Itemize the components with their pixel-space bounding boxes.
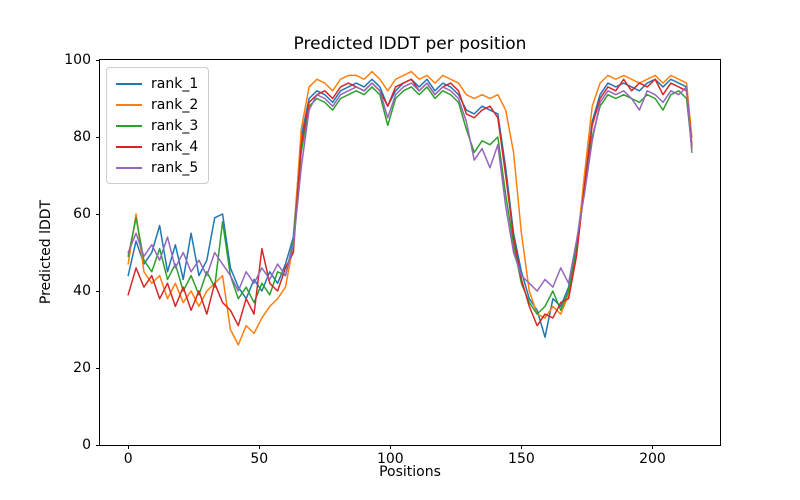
- x-axis-label: Positions: [379, 464, 441, 480]
- legend-item-rank_4: rank_4: [116, 136, 198, 157]
- x-tick-label: 100: [376, 451, 404, 467]
- legend-item-rank_2: rank_2: [116, 94, 198, 115]
- series-line-rank_2: [127, 70, 693, 346]
- legend-line-swatch: [116, 124, 142, 127]
- x-tick-label: 50: [250, 451, 269, 467]
- legend-line-swatch: [116, 166, 142, 169]
- y-tick: [96, 136, 100, 138]
- legend-label: rank_2: [151, 96, 199, 113]
- y-tick-label: 0: [82, 437, 91, 453]
- legend-line-swatch: [116, 103, 142, 106]
- legend-label: rank_1: [151, 75, 199, 92]
- x-tick-label: 200: [639, 451, 666, 467]
- x-tick: [389, 445, 391, 449]
- y-tick: [96, 367, 100, 369]
- x-tick-label: 150: [508, 451, 535, 467]
- series-line-rank_4: [127, 78, 693, 327]
- x-tick: [651, 445, 653, 449]
- line-plot: [127, 70, 693, 346]
- legend-label: rank_3: [151, 117, 199, 134]
- y-tick-label: 100: [64, 52, 91, 68]
- legend-item-rank_3: rank_3: [116, 115, 198, 136]
- legend-item-rank_5: rank_5: [116, 157, 198, 178]
- series-line-rank_3: [127, 86, 693, 315]
- x-tick-label: 0: [123, 451, 133, 467]
- legend-label: rank_4: [151, 138, 199, 155]
- plot-area: 0 50 100 150 200 0 20 40 60 80 100 rank_1 rank_2 ra…: [64, 52, 720, 467]
- chart-title: Predicted lDDT per position: [293, 34, 527, 54]
- legend: rank_1 rank_2 rank_3 rank_4 rank_5: [106, 67, 210, 184]
- series-line-rank_5: [127, 82, 693, 292]
- y-tick: [96, 213, 100, 215]
- legend-label: rank_5: [151, 159, 199, 176]
- x-tick: [127, 445, 129, 449]
- legend-line-swatch: [116, 82, 142, 85]
- y-tick: [96, 290, 100, 292]
- legend-line-swatch: [116, 145, 142, 148]
- y-tick: [96, 444, 100, 446]
- y-tick: [96, 59, 100, 61]
- y-axis-label: Predicted lDDT: [38, 199, 54, 305]
- series-line-rank_1: [127, 78, 693, 338]
- y-tick-label: 20: [73, 360, 91, 376]
- x-tick: [520, 445, 522, 449]
- x-tick: [258, 445, 260, 449]
- y-tick-label: 40: [73, 283, 91, 299]
- y-tick-label: 80: [73, 129, 91, 145]
- y-tick-label: 60: [73, 206, 91, 222]
- legend-item-rank_1: rank_1: [116, 73, 198, 94]
